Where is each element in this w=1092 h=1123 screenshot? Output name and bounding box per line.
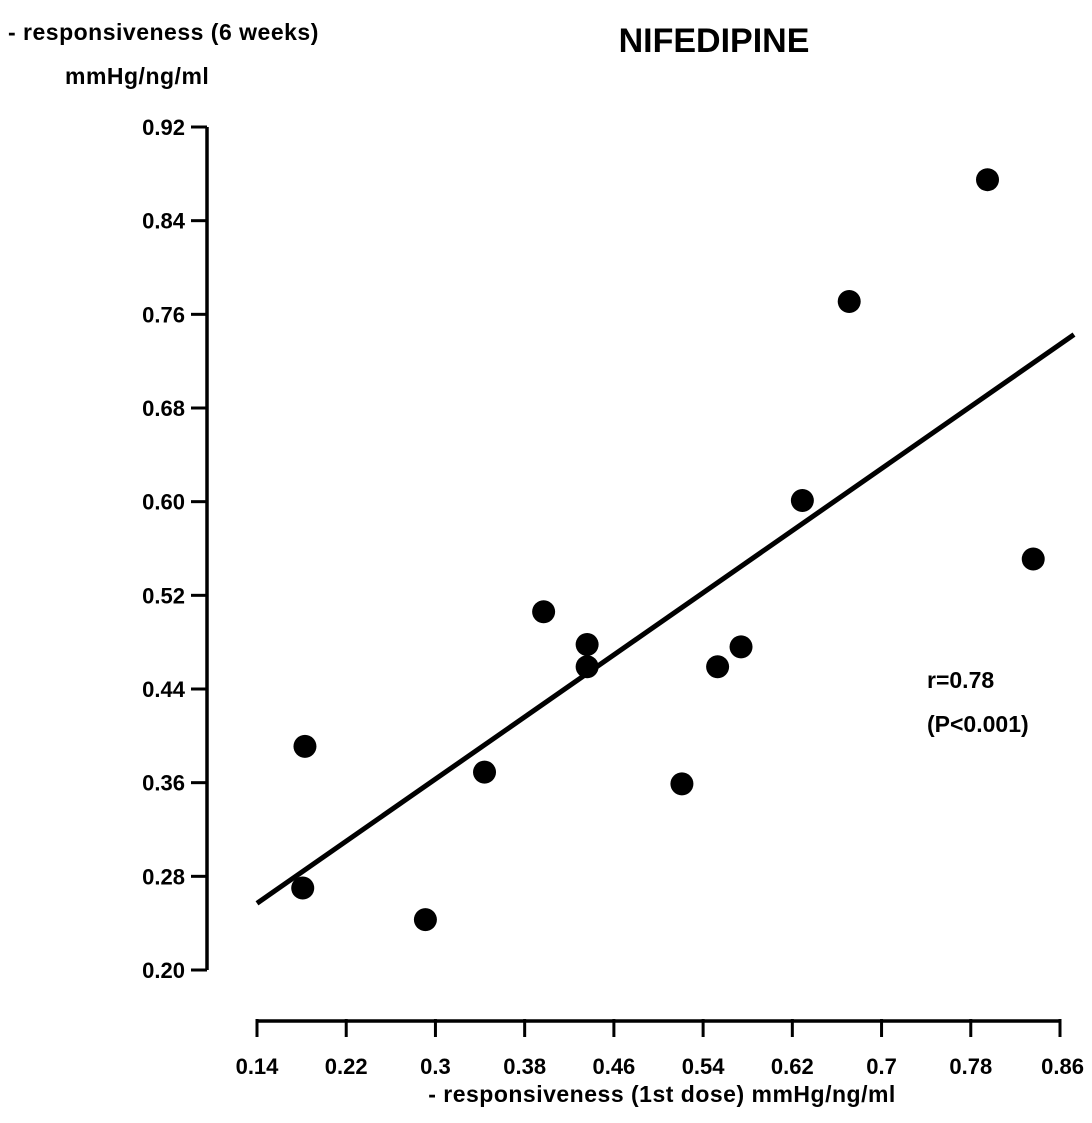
data-point — [976, 168, 1000, 192]
p-value-annotation: (P<0.001) — [927, 711, 1029, 737]
y-tick-label: 0.76 — [142, 302, 185, 327]
x-tick-label: 0.3 — [420, 1054, 451, 1079]
y-tick-label: 0.52 — [142, 583, 185, 608]
data-point — [729, 635, 753, 659]
x-tick-label: 0.14 — [236, 1054, 280, 1079]
x-tick-label: 0.86 — [1041, 1054, 1084, 1079]
regression-line — [255, 332, 1076, 906]
x-tick-label: 0.46 — [592, 1054, 635, 1079]
y-axis-label-line2: mmHg/ng/ml — [65, 63, 209, 89]
data-point — [1021, 547, 1045, 571]
y-tick-label: 0.92 — [142, 115, 185, 140]
data-point — [670, 772, 694, 796]
x-tick-label: 0.62 — [771, 1054, 814, 1079]
data-point — [291, 876, 315, 900]
data-points — [291, 168, 1045, 932]
data-point — [837, 289, 861, 313]
x-tick-label: 0.22 — [325, 1054, 368, 1079]
data-point — [413, 908, 437, 932]
y-tick-label: 0.20 — [142, 958, 185, 983]
data-point — [532, 600, 556, 624]
x-axis: 0.14 0.22 0.3 0.38 0.46 0.54 0.62 0.7 0.78 0.86 — [236, 1019, 1084, 1079]
x-tick-label: 0.38 — [503, 1054, 546, 1079]
chart-title: NIFEDIPINE — [619, 22, 810, 60]
y-tick-label: 0.68 — [142, 396, 185, 421]
x-tick-label: 0.54 — [682, 1054, 726, 1079]
data-point — [575, 655, 599, 679]
y-tick-label: 0.36 — [142, 771, 185, 796]
data-point — [706, 655, 730, 679]
x-tick-label: 0.7 — [866, 1054, 897, 1079]
y-tick-label: 0.84 — [142, 209, 186, 234]
y-axis-label-line1: - responsiveness (6 weeks) — [8, 19, 319, 45]
data-point — [473, 760, 497, 784]
y-axis: 0.20 0.28 0.36 0.44 0.52 0.60 0.68 0.76 0.84 0.92 — [142, 115, 209, 983]
y-tick-label: 0.44 — [142, 677, 186, 702]
regression-line-group — [255, 332, 1076, 906]
correlation-annotation: r=0.78 — [927, 667, 994, 693]
data-point — [575, 633, 599, 657]
y-tick-label: 0.60 — [142, 490, 185, 515]
data-point — [293, 734, 317, 758]
data-point — [790, 488, 814, 512]
x-axis-label: - responsiveness (1st dose) mmHg/ng/ml — [428, 1081, 896, 1107]
x-tick-label: 0.78 — [949, 1054, 992, 1079]
y-tick-label: 0.28 — [142, 864, 185, 889]
